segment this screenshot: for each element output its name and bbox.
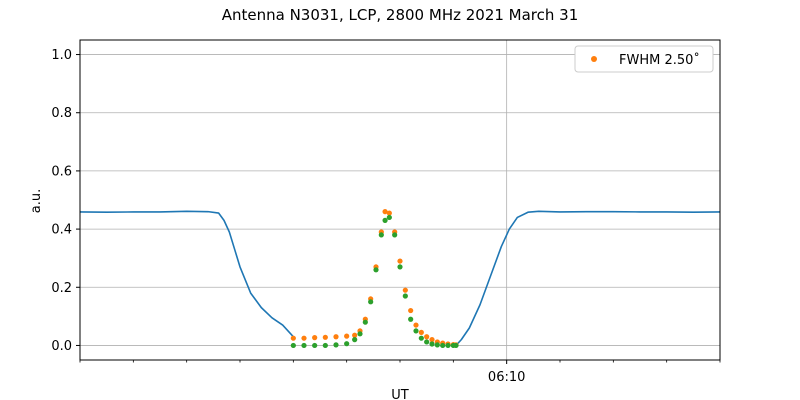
- data-point: [418, 335, 424, 341]
- data-point: [402, 287, 408, 293]
- data-point: [418, 329, 424, 335]
- data-point: [402, 293, 408, 299]
- data-point: [312, 342, 318, 349]
- x-axis-label: UT: [391, 388, 409, 400]
- y-tick-label: 0.4: [51, 223, 72, 238]
- data-point: [344, 333, 350, 339]
- data-point: [290, 342, 296, 349]
- legend: FWHM 2.50˚: [574, 45, 714, 73]
- data-point: [378, 232, 384, 238]
- data-point: [382, 217, 388, 223]
- series-2: [455, 210, 721, 346]
- data-point: [408, 307, 414, 314]
- series-line: [455, 210, 721, 346]
- legend-marker: [591, 56, 597, 62]
- data-point: [301, 342, 307, 349]
- data-point: [413, 328, 419, 334]
- data-point: [386, 214, 392, 221]
- data-point: [453, 342, 459, 349]
- series-3: [290, 209, 459, 348]
- data-point: [386, 210, 392, 216]
- data-point: [429, 341, 435, 347]
- data-point: [408, 316, 414, 322]
- x-tick-label: 06:10: [488, 370, 525, 385]
- grid: [80, 40, 720, 360]
- y-tick-label: 0.8: [51, 106, 72, 121]
- data-point: [424, 339, 430, 345]
- data-point: [445, 342, 451, 349]
- y-tick-label: 0.2: [51, 281, 72, 296]
- data-point: [362, 319, 368, 325]
- chart-title: Antenna N3031, LCP, 2800 MHz 2021 March …: [222, 6, 579, 24]
- y-axis: 0.0 0.2 0.4 0.6 0.8 1.0: [51, 48, 80, 354]
- y-tick-label: 0.0: [51, 339, 72, 354]
- series-layer: [79, 209, 721, 349]
- data-point: [312, 335, 318, 341]
- data-point: [373, 267, 379, 273]
- data-point: [357, 331, 363, 337]
- data-point: [397, 264, 403, 270]
- data-point: [368, 299, 374, 305]
- data-point: [434, 342, 440, 348]
- series-4: [290, 214, 459, 349]
- data-point: [322, 342, 328, 349]
- x-axis: 06:10: [79, 360, 721, 385]
- y-tick-label: 1.0: [51, 48, 72, 63]
- data-point: [333, 334, 339, 340]
- data-point: [397, 258, 403, 264]
- data-point: [424, 334, 430, 340]
- legend-label: FWHM 2.50˚: [619, 52, 700, 68]
- data-point: [301, 335, 307, 341]
- series-1: [79, 210, 294, 338]
- plot-frame: [79, 39, 721, 361]
- legend-box: [574, 45, 714, 73]
- data-point: [322, 334, 328, 340]
- data-point: [352, 337, 358, 343]
- data-point: [344, 341, 350, 347]
- series-line: [79, 210, 294, 338]
- data-point: [290, 335, 296, 341]
- data-point: [440, 342, 446, 349]
- y-tick-label: 0.6: [51, 164, 72, 179]
- data-point: [333, 342, 339, 348]
- data-point: [382, 209, 388, 215]
- data-point: [352, 332, 358, 338]
- y-axis-label: a.u.: [29, 189, 44, 213]
- data-point: [413, 322, 419, 328]
- data-point: [429, 337, 435, 343]
- data-point: [392, 232, 398, 238]
